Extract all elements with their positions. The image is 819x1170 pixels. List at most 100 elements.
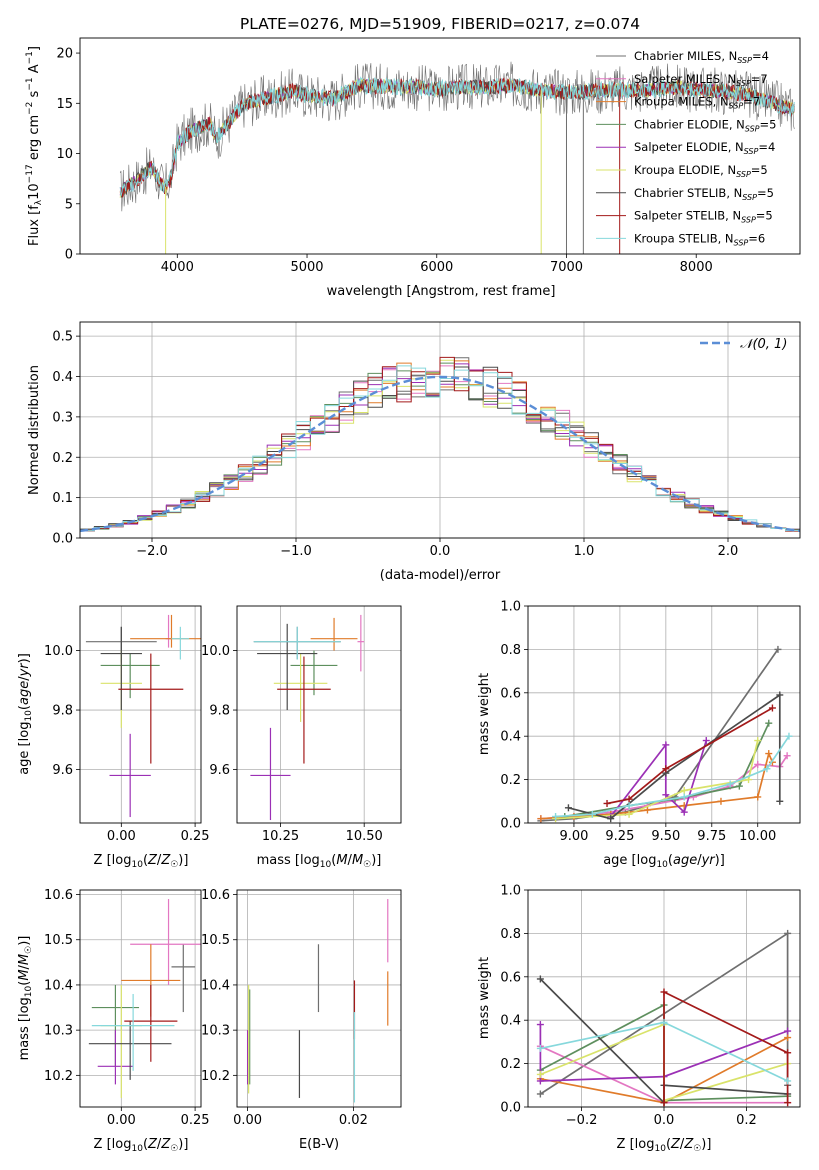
spectrum-panel: 4000 5000 6000 7000 8000 0 5 10 15 20 wavelength [… — [25, 37, 801, 299]
axes-frame — [79, 37, 801, 255]
x-tick-label: 0.02 — [339, 1113, 368, 1128]
y-tick-label: 10 — [56, 147, 73, 162]
y-tick-label: 9.6 — [209, 763, 230, 778]
residual-histograms — [80, 356, 800, 533]
y-tick-label: 10.2 — [44, 1069, 73, 1084]
y-tick-label: 0.4 — [500, 730, 521, 745]
axes-frame — [79, 889, 202, 1108]
y-axis-label: mass weight — [477, 673, 492, 755]
y-tick-label: 10.0 — [44, 644, 73, 659]
y-tick-label: 0.6 — [500, 686, 521, 701]
y-tick-label: 9.8 — [209, 704, 230, 719]
y-axis-label: mass [log10(M/M☉)] — [17, 936, 34, 1061]
y-tick-label: 0.5 — [52, 330, 73, 345]
y-axis-label: mass weight — [477, 957, 492, 1039]
x-tick-label: 6000 — [420, 260, 453, 275]
legend-label: Chabrier ELODIE, NSSP=5 — [634, 117, 776, 133]
x-tick-label: 0.00 — [107, 829, 136, 844]
weight-line — [540, 648, 779, 822]
axes-frame — [236, 605, 402, 824]
age_vs_mass-panel: 10.25 10.50 9.6 9.8 10.0 mass [log10(M/M☉)] — [201, 605, 402, 870]
weight-line — [540, 755, 788, 820]
y-tick-label: 0.8 — [500, 643, 521, 658]
axes-frame — [527, 889, 801, 1108]
mass_vs_Z-panel: 0.00 0.25 10.2 10.3 10.4 10.5 10.6 Z [log10(Z/Z… — [17, 888, 210, 1154]
y-tick-label: 10.4 — [44, 978, 73, 993]
y-axis-label: age [log10(age/yr)] — [17, 653, 34, 775]
y-tick-label: 10.5 — [201, 933, 230, 948]
x-tick-label: 0.2 — [736, 1113, 757, 1128]
y-tick-label: 0.3 — [52, 410, 73, 425]
y-tick-label: 15 — [56, 97, 73, 112]
y-tick-label: 0 — [65, 248, 73, 263]
x-tick-label: 2.0 — [718, 544, 739, 559]
axes-frame — [79, 321, 801, 539]
y-tick-label: 0.4 — [52, 370, 73, 385]
x-tick-label: 9.75 — [697, 829, 726, 844]
y-tick-label: 10.3 — [201, 1024, 230, 1039]
y-tick-label: 0.0 — [500, 1101, 521, 1116]
x-tick-label: 4000 — [161, 260, 194, 275]
legend-label: 𝒩(0, 1) — [740, 337, 787, 352]
x-tick-label: 5000 — [290, 260, 323, 275]
y-tick-label: 9.8 — [52, 704, 73, 719]
x-axis-label: wavelength [Angstrom, rest frame] — [327, 284, 556, 299]
spectrum-legend: Chabrier MILES, NSSP=4 Salpeter MILES, NS… — [596, 49, 776, 247]
axes-frame — [527, 605, 801, 824]
x-tick-label: 10.50 — [346, 829, 383, 844]
spectrum-lines — [119, 61, 795, 254]
normal-curve — [80, 375, 800, 533]
y-tick-label: 10.3 — [44, 1024, 73, 1039]
x-tick-label: 9.25 — [605, 829, 634, 844]
x-axis-label: Z [log10(Z/Z☉)] — [94, 1137, 189, 1154]
y-tick-label: 10.5 — [44, 933, 73, 948]
y-axis-label: Normed distribution — [27, 365, 42, 495]
x-tick-label: 10.00 — [739, 829, 776, 844]
x-axis-label: (data-model)/error — [380, 568, 501, 583]
mass_vs_EBV-panel: 0.00 0.02 10.2 10.3 10.4 10.5 10.6 E(B-V) — [201, 888, 402, 1152]
weight-line — [539, 1024, 788, 1082]
y-tick-label: 1.0 — [500, 600, 521, 615]
x-axis-label: Z [log10(Z/Z☉)] — [617, 1137, 712, 1154]
figure-title: PLATE=0276, MJD=51909, FIBERID=0217, z=0… — [240, 15, 640, 33]
residual-histogram — [80, 356, 800, 532]
y-tick-label: 0.8 — [500, 927, 521, 942]
weight-series — [536, 929, 792, 1107]
errorbar-points — [85, 614, 201, 818]
y-tick-label: 0.2 — [500, 1057, 521, 1072]
y-tick-label: 1.0 — [500, 884, 521, 899]
y-tick-label: 0.2 — [500, 773, 521, 788]
legend-label: Kroupa ELODIE, NSSP=5 — [634, 163, 768, 179]
y-tick-label: 20 — [56, 47, 73, 62]
x-tick-label: 8000 — [680, 260, 713, 275]
x-tick-label: 0.00 — [107, 1113, 136, 1128]
y-tick-label: 9.6 — [52, 763, 73, 778]
legend-label: Salpeter MILES, NSSP=7 — [634, 72, 768, 88]
y-tick-label: 0.0 — [500, 817, 521, 832]
x-tick-label: 0.25 — [181, 1113, 210, 1128]
y-tick-label: 10.6 — [44, 888, 73, 903]
x-tick-label: 0.00 — [233, 1113, 262, 1128]
spectrum-series — [119, 61, 795, 212]
legend-label: Chabrier STELIB, NSSP=5 — [634, 186, 774, 202]
y-tick-label: 10.6 — [201, 888, 230, 903]
x-tick-label: 1.0 — [574, 544, 595, 559]
x-tick-label: 0.0 — [654, 1113, 675, 1128]
legend-label: Chabrier MILES, NSSP=4 — [634, 49, 769, 65]
weight_vs_Z-panel: −0.2 0.0 0.2 0.0 0.2 0.4 0.6 0.8 1.0 Z [log10(Z/Z… — [477, 884, 801, 1154]
weight-series — [537, 645, 793, 823]
weight_vs_age-panel: 9.00 9.25 9.50 9.75 10.00 0.0 0.2 0.4 0.6 0.8 1.0 a… — [477, 600, 801, 870]
axes-frame — [236, 889, 402, 1108]
y-tick-label: 0.0 — [52, 532, 73, 547]
residual-histogram — [80, 365, 800, 532]
y-tick-label: 10.0 — [201, 644, 230, 659]
errorbar-points — [250, 614, 365, 821]
legend-label: Salpeter STELIB, NSSP=5 — [634, 209, 773, 225]
y-tick-label: 0.6 — [500, 970, 521, 985]
x-tick-label: 0.0 — [430, 544, 451, 559]
weight-line — [555, 735, 790, 818]
y-tick-label: 0.4 — [500, 1014, 521, 1029]
x-tick-label: 0.25 — [181, 829, 210, 844]
y-tick-label: 5 — [65, 197, 73, 212]
x-tick-label: −2.0 — [136, 544, 168, 559]
